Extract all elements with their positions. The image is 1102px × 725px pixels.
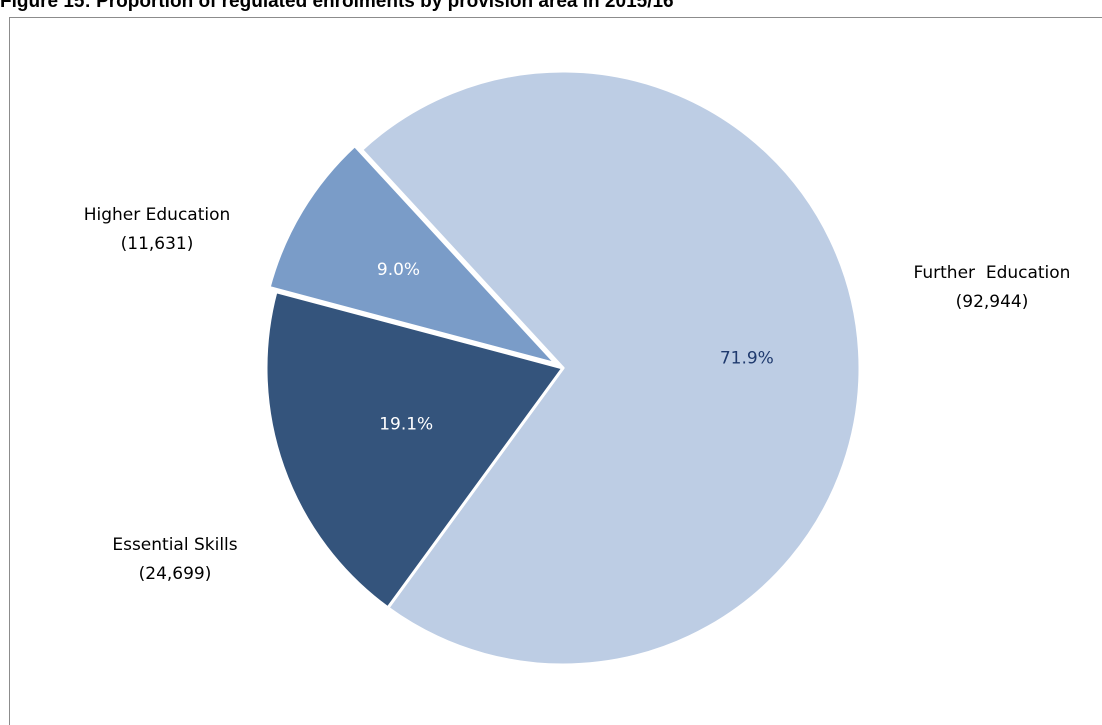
pie-count-label: (24,699) (139, 564, 212, 584)
pie-category-label: Higher Education (84, 205, 231, 225)
pie-percent-label: 9.0% (377, 260, 420, 280)
pie-slice-higher-education (267, 144, 558, 366)
chart-title: Figure 15: Proportion of regulated enrol… (0, 0, 674, 12)
pie-category-label: Further Education (914, 263, 1071, 283)
pie-slice-essential-skills (264, 290, 565, 610)
pie-percent-label: 19.1% (379, 414, 433, 434)
chart-frame (9, 17, 1102, 725)
pie-percent-label: 71.9% (720, 348, 774, 368)
pie-count-label: (11,631) (121, 234, 194, 254)
pie-category-label: Essential Skills (112, 535, 237, 555)
pie-slice-further-education (360, 69, 862, 667)
pie-labels: 71.9% Further Education (92,944) 19.1% Essen… (84, 205, 1071, 584)
pie-count-label: (92,944) (956, 292, 1029, 312)
pie-slices (264, 69, 862, 667)
